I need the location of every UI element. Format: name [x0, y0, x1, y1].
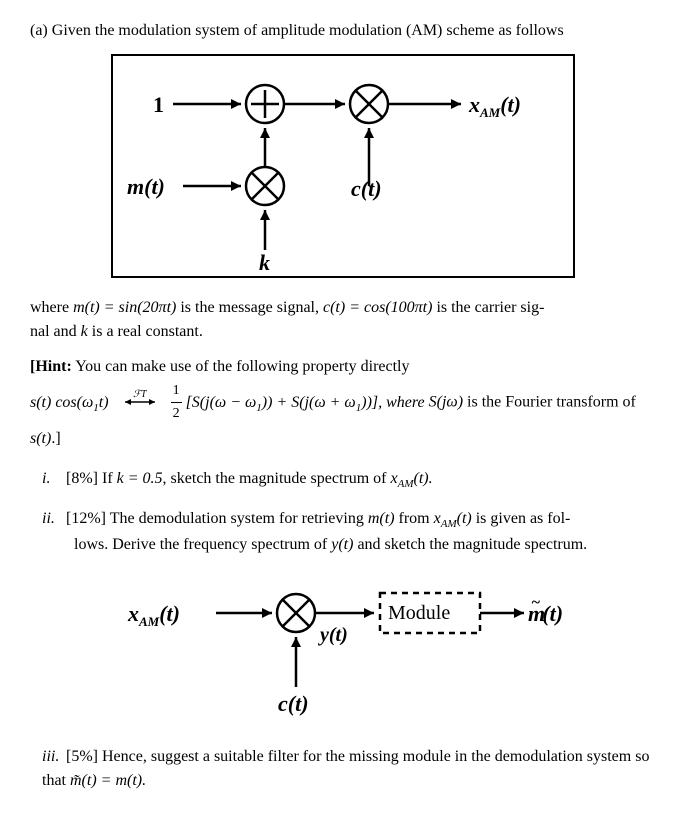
- d2-module: Module: [388, 602, 450, 624]
- iii-eq: m̃(t) = m(t).: [70, 772, 146, 789]
- hint-rhs-close: ))], where: [361, 394, 428, 411]
- d2-xam: xAM(t): [127, 601, 180, 629]
- item-iii: iii. [5%] Hence, suggest a suitable filt…: [42, 745, 655, 793]
- hint-rhs-open: [S(j(ω − ω: [186, 394, 257, 411]
- label-k: k: [259, 250, 270, 275]
- k-eq: k = 0.5: [117, 470, 163, 487]
- roman-ii: ii.: [42, 507, 62, 531]
- hint-lhs: s(t) cos(ω: [30, 394, 93, 411]
- label-ct: c(t): [351, 176, 382, 201]
- xam-ii: xAM(t): [434, 510, 472, 527]
- hint-formula: s(t) cos(ω1t): [30, 394, 113, 411]
- hint-end: .]: [51, 430, 60, 447]
- hint-rhs: [S(j(ω − ω1)) + S(j(ω + ω1))], where: [186, 394, 429, 411]
- ft-arrow-icon: ℱT: [121, 388, 159, 419]
- roman-i: i.: [42, 467, 62, 491]
- hint-block: [Hint: You can make use of the following…: [30, 354, 655, 451]
- d2-ct: c(t): [278, 691, 309, 716]
- pct-ii: [12%]: [66, 510, 106, 527]
- hint-lhs-close: t): [99, 394, 109, 411]
- xam-i: xAM(t).: [390, 470, 432, 487]
- where-prefix: where: [30, 299, 73, 316]
- where-paragraph: where m(t) = sin(20πt) is the message si…: [30, 296, 655, 344]
- hint-tail: is the Fourier transform of: [463, 394, 636, 411]
- half-fraction: 12: [171, 380, 182, 426]
- pct-iii: [5%]: [66, 748, 98, 765]
- hint-rhs-mid: )) + S(j(ω + ω: [262, 394, 356, 411]
- label-one: 1: [153, 92, 164, 117]
- modulation-diagram: 1 m(t) c(t) k xAM(t): [111, 54, 575, 278]
- s-t: s(t): [30, 430, 51, 447]
- ft-label: ℱT: [133, 389, 148, 400]
- label-xam: xAM(t): [468, 92, 521, 120]
- d2-yt: y(t): [318, 624, 348, 646]
- k-sym: k: [81, 323, 88, 340]
- question-intro: (a) Given the modulation system of ampli…: [30, 20, 655, 42]
- ii-d: and sketch the magnitude spectrum.: [353, 536, 587, 553]
- ii-mt: m(t): [368, 510, 395, 527]
- item-ii: ii. [12%] The demodulation system for re…: [42, 507, 655, 557]
- ii-yt: y(t): [331, 536, 353, 553]
- S-jw: S(jω): [429, 394, 463, 411]
- c-equation: c(t) = cos(100πt): [323, 299, 432, 316]
- m-equation: m(t) = sin(20πt): [73, 299, 176, 316]
- hint-body: You can make use of the following proper…: [72, 358, 410, 375]
- d2-mtilde: m~(t): [528, 594, 563, 626]
- part-label: (a): [30, 22, 48, 39]
- i-text1: If: [98, 470, 117, 487]
- item-i: i. [8%] If k = 0.5, sketch the magnitude…: [42, 467, 655, 493]
- ii-b: from: [395, 510, 434, 527]
- pct-i: [8%]: [66, 470, 98, 487]
- ii-a: The demodulation system for retrieving: [106, 510, 368, 527]
- intro-text: Given the modulation system of amplitude…: [52, 22, 564, 39]
- where-end: is a real constant.: [88, 323, 203, 340]
- where-mid: is the message signal,: [176, 299, 323, 316]
- hint-label: [Hint:: [30, 358, 72, 375]
- roman-iii: iii.: [42, 745, 62, 769]
- label-mt: m(t): [127, 174, 165, 199]
- i-rest: , sketch the magnitude spectrum of: [163, 470, 391, 487]
- demodulation-diagram: xAM(t) y(t) Module m~(t) c(t): [108, 571, 578, 731]
